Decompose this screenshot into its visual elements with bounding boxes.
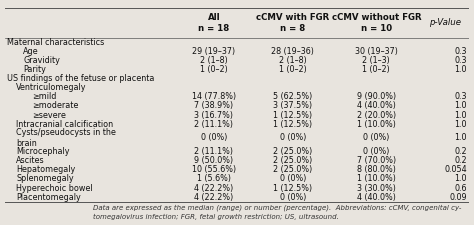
Text: Gravidity: Gravidity [23,56,60,65]
Text: cCMV without FGR
n = 10: cCMV without FGR n = 10 [331,13,421,33]
Text: 2 (1–8): 2 (1–8) [279,56,307,65]
Text: 0.6: 0.6 [455,184,467,193]
Text: Hyperechoic bowel: Hyperechoic bowel [16,184,93,193]
Text: 4 (40.0%): 4 (40.0%) [357,101,396,110]
Text: ≥mild: ≥mild [33,92,57,101]
Text: 2 (1–3): 2 (1–3) [363,56,390,65]
Text: tomegalovirus infection; FGR, fetal growth restriction; US, ultrasound.: tomegalovirus infection; FGR, fetal grow… [93,214,339,220]
Text: Parity: Parity [23,65,46,74]
Text: 1.0: 1.0 [455,120,467,129]
Text: 8 (80.0%): 8 (80.0%) [357,165,396,174]
Text: 1 (12.5%): 1 (12.5%) [273,184,312,193]
Text: Ventriculomegaly: Ventriculomegaly [16,83,87,92]
Text: Age: Age [23,47,39,56]
Text: 1 (0–2): 1 (0–2) [363,65,390,74]
Text: 1 (5.6%): 1 (5.6%) [197,174,231,183]
Text: 7 (38.9%): 7 (38.9%) [194,101,233,110]
Text: 0 (0%): 0 (0%) [280,174,306,183]
Text: 0.3: 0.3 [455,56,467,65]
Text: 1 (0–2): 1 (0–2) [279,65,307,74]
Text: cCMV with FGR
n = 8: cCMV with FGR n = 8 [256,13,329,33]
Text: 2 (25.0%): 2 (25.0%) [273,156,312,165]
Text: All
n = 18: All n = 18 [198,13,229,33]
Text: 2 (25.0%): 2 (25.0%) [273,165,312,174]
Text: Data are expressed as the median (range) or number (percentage).  Abbreviations:: Data are expressed as the median (range)… [93,205,461,211]
Text: Placentomegaly: Placentomegaly [16,193,81,202]
Text: 4 (22.2%): 4 (22.2%) [194,193,233,202]
Text: 9 (90.0%): 9 (90.0%) [357,92,396,101]
Text: 3 (37.5%): 3 (37.5%) [273,101,312,110]
Text: 4 (22.2%): 4 (22.2%) [194,184,233,193]
Text: Intracranial calcification: Intracranial calcification [16,120,113,129]
Text: 1.0: 1.0 [455,133,467,142]
Text: Maternal characteristics: Maternal characteristics [7,38,104,47]
Text: 1 (12.5%): 1 (12.5%) [273,120,312,129]
Text: 0 (0%): 0 (0%) [201,133,227,142]
Text: 28 (19–36): 28 (19–36) [271,47,314,56]
Text: 0.3: 0.3 [455,92,467,101]
Text: Hepatomegaly: Hepatomegaly [16,165,76,174]
Text: 30 (19–37): 30 (19–37) [355,47,398,56]
Text: 2 (1–8): 2 (1–8) [200,56,228,65]
Text: Ascites: Ascites [16,156,45,165]
Text: ≥moderate: ≥moderate [33,101,79,110]
Text: 0 (0%): 0 (0%) [363,133,390,142]
Text: 0.2: 0.2 [454,147,467,156]
Text: 1 (10.0%): 1 (10.0%) [357,174,396,183]
Text: 2 (11.1%): 2 (11.1%) [194,120,233,129]
Text: Microcephaly: Microcephaly [16,147,70,156]
Text: 1 (0–2): 1 (0–2) [200,65,228,74]
Text: Splenomegaly: Splenomegaly [16,174,74,183]
Text: 3 (30.0%): 3 (30.0%) [357,184,396,193]
Text: 10 (55.6%): 10 (55.6%) [191,165,236,174]
Text: 0 (0%): 0 (0%) [280,133,306,142]
Text: 1.0: 1.0 [455,174,467,183]
Text: 1.0: 1.0 [455,101,467,110]
Text: 2 (25.0%): 2 (25.0%) [273,147,312,156]
Text: 1 (10.0%): 1 (10.0%) [357,120,396,129]
Text: 0 (0%): 0 (0%) [280,193,306,202]
Text: 1.0: 1.0 [455,111,467,120]
Text: 1 (12.5%): 1 (12.5%) [273,111,312,120]
Text: 0.054: 0.054 [444,165,467,174]
Text: 7 (70.0%): 7 (70.0%) [357,156,396,165]
Text: Cysts/pseudocysts in the
brain: Cysts/pseudocysts in the brain [16,128,116,148]
Text: 9 (50.0%): 9 (50.0%) [194,156,233,165]
Text: 0.3: 0.3 [455,47,467,56]
Text: 0 (0%): 0 (0%) [363,147,390,156]
Text: 2 (20.0%): 2 (20.0%) [357,111,396,120]
Text: 0.2: 0.2 [454,156,467,165]
Text: 5 (62.5%): 5 (62.5%) [273,92,312,101]
Text: p-Value: p-Value [429,18,461,27]
Text: ≥severe: ≥severe [33,111,66,120]
Text: 4 (40.0%): 4 (40.0%) [357,193,396,202]
Text: US findings of the fetuse or placenta: US findings of the fetuse or placenta [7,74,154,83]
Text: 0.09: 0.09 [449,193,467,202]
Text: 1.0: 1.0 [455,65,467,74]
Text: 3 (16.7%): 3 (16.7%) [194,111,233,120]
Text: 2 (11.1%): 2 (11.1%) [194,147,233,156]
Text: 29 (19–37): 29 (19–37) [192,47,235,56]
Text: 14 (77.8%): 14 (77.8%) [191,92,236,101]
